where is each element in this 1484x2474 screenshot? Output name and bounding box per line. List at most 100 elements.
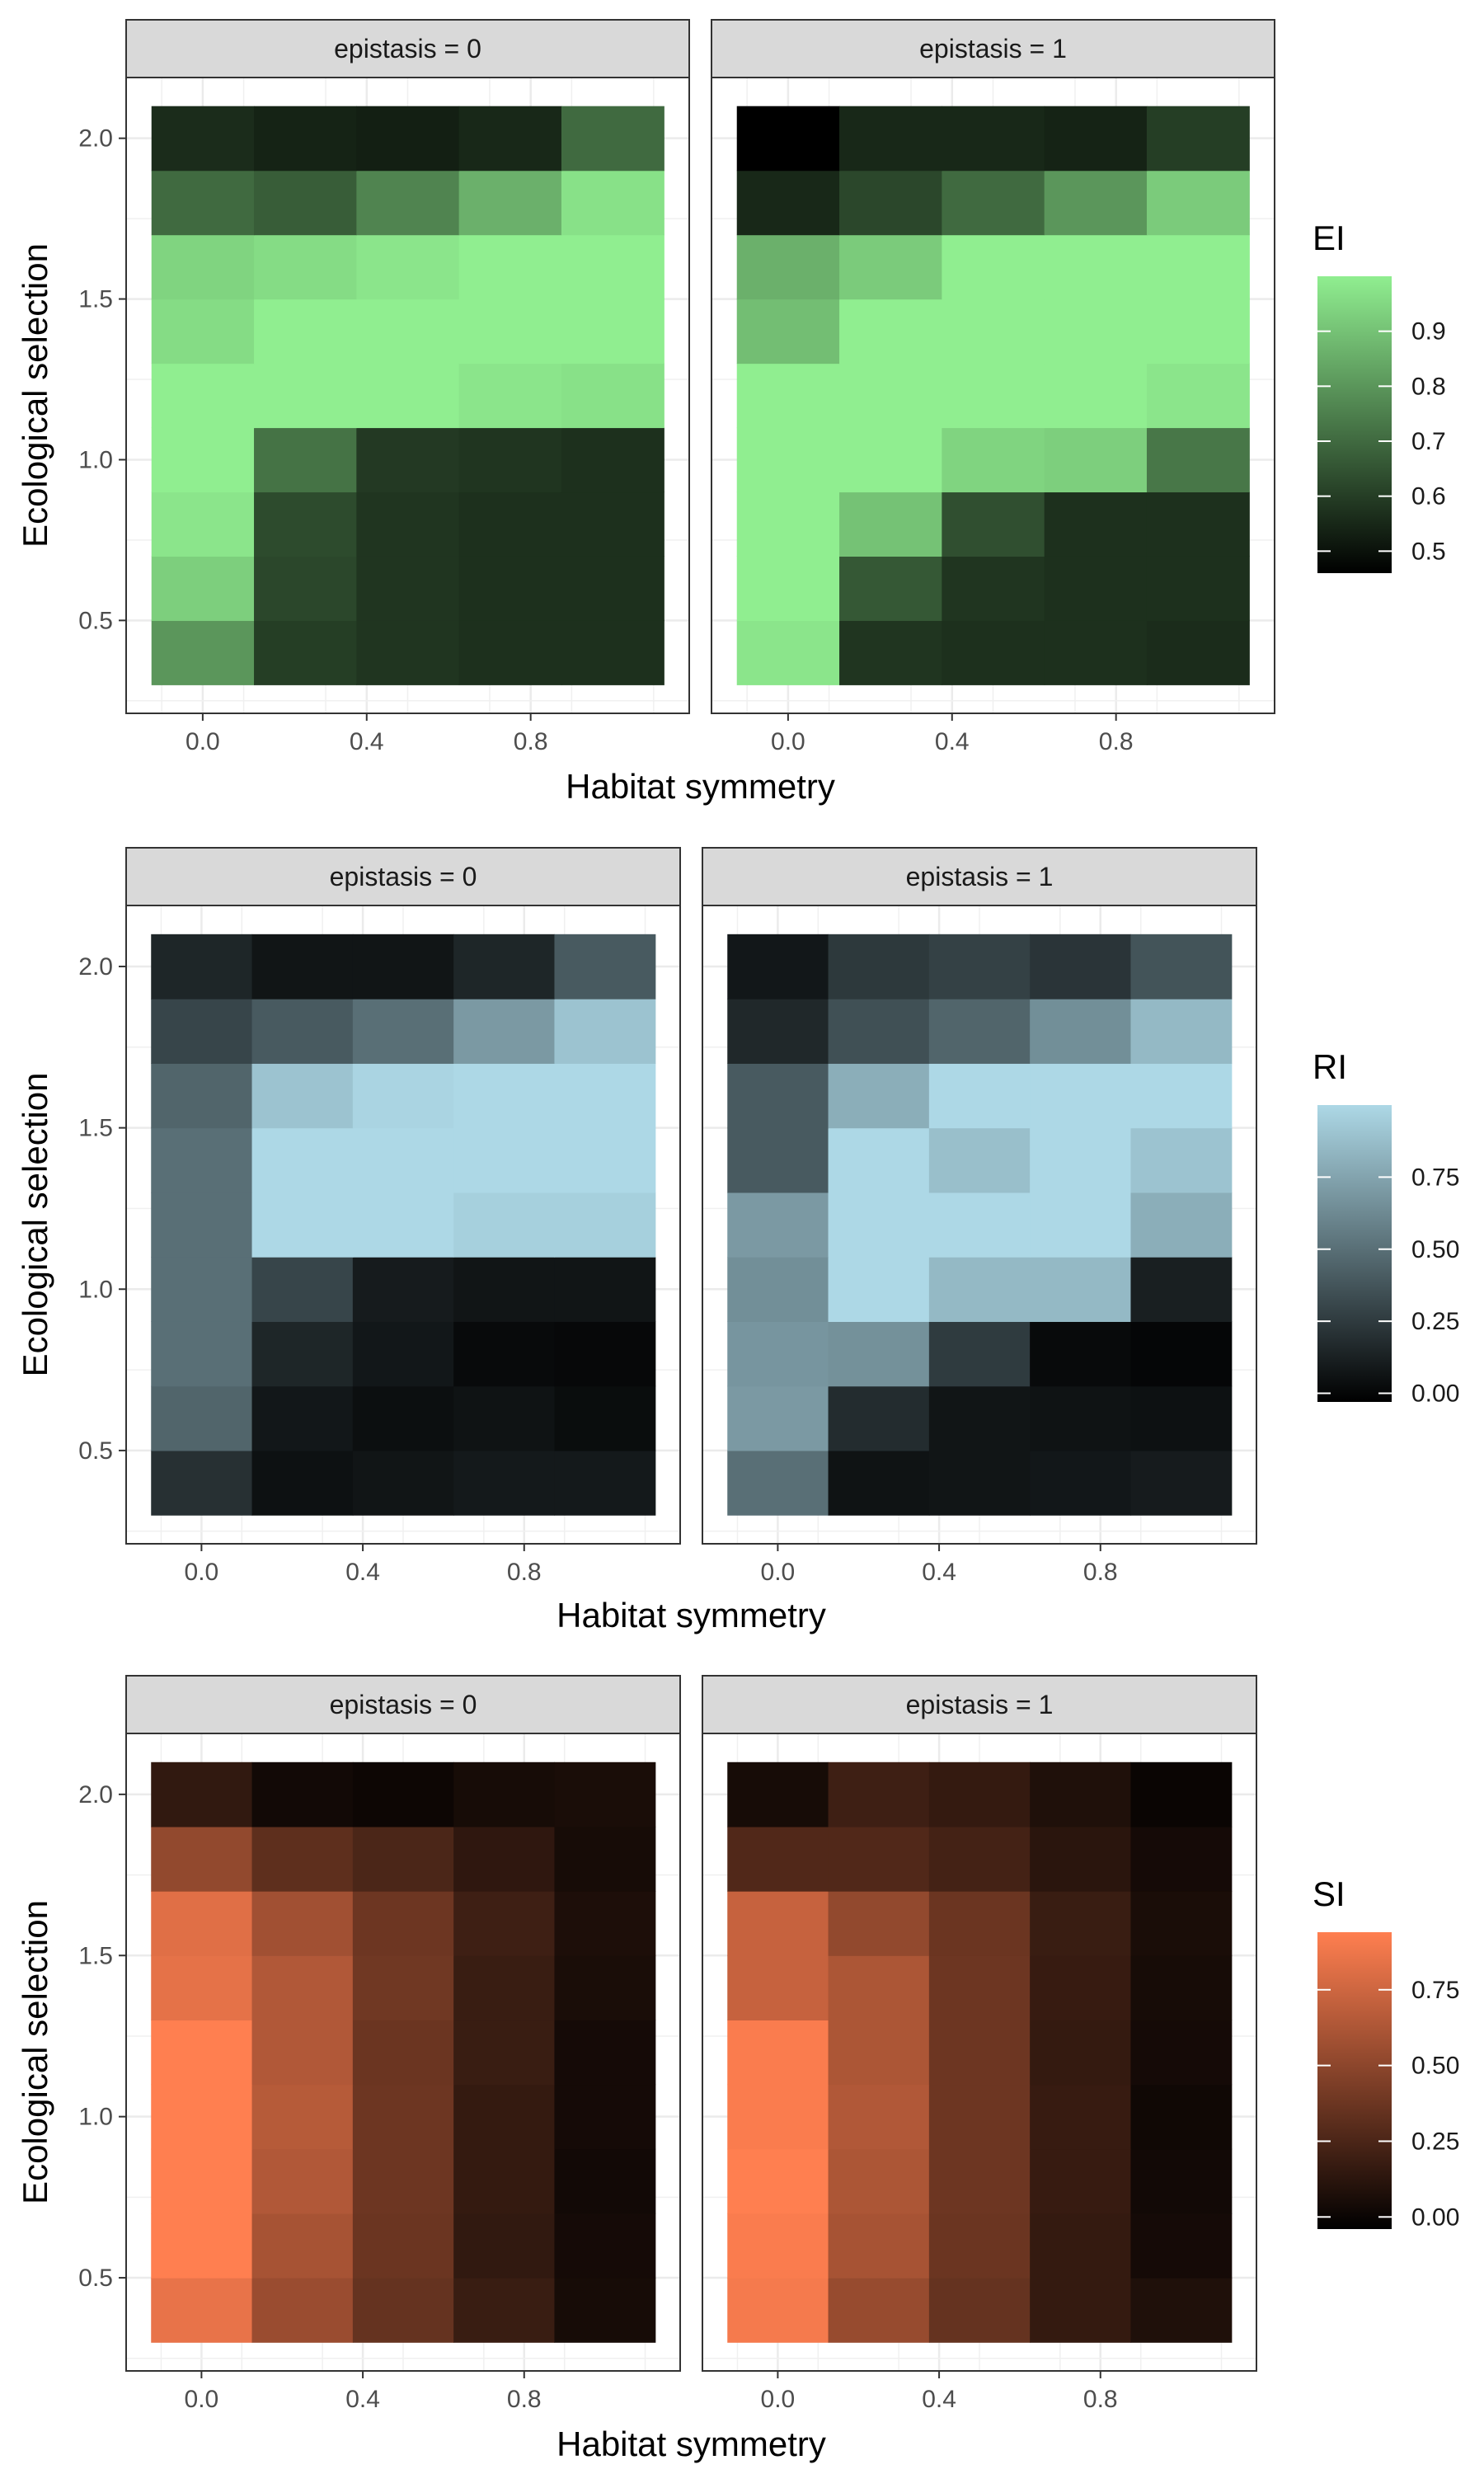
heatmap-tile — [151, 1192, 253, 1258]
heatmap-tile — [828, 2084, 930, 2150]
heatmap-tile — [554, 2213, 656, 2279]
heatmap-tile — [561, 106, 665, 172]
heatmap-tile — [251, 2020, 354, 2086]
heatmap-tile — [942, 363, 1045, 429]
heatmap-tile — [928, 999, 1031, 1064]
heatmap-tile — [356, 299, 460, 365]
heatmap-tile — [736, 620, 840, 685]
heatmap-tile — [1044, 492, 1148, 557]
heatmap-tile — [1030, 1257, 1132, 1322]
heatmap-tile — [928, 1385, 1031, 1451]
heatmap-tile — [828, 999, 930, 1064]
heatmap-tile — [942, 170, 1045, 236]
heatmap-tile — [1044, 556, 1148, 621]
facet-strip — [702, 847, 1257, 906]
x-tick-label: 0.4 — [922, 2386, 956, 2413]
legend-tick-label: 0.75 — [1411, 1164, 1459, 1191]
heatmap-tile — [1030, 934, 1132, 999]
y-tick-label: 1.5 — [78, 1942, 113, 1969]
heatmap-tile — [151, 2020, 253, 2086]
heatmap-tile — [727, 2084, 829, 2150]
heatmap-tile — [251, 2278, 354, 2343]
heatmap-tile — [151, 1321, 253, 1387]
y-axis-title: Ecological selection — [16, 1900, 54, 2204]
heatmap-tile — [151, 620, 255, 685]
heatmap-tile — [839, 363, 942, 429]
heatmap-tile — [727, 999, 829, 1064]
heatmap-tile — [1030, 2278, 1132, 2343]
heatmap-tile — [1146, 363, 1250, 429]
heatmap-tile — [828, 1761, 930, 1827]
legend-title: RI — [1313, 1047, 1347, 1086]
heatmap-tile — [736, 106, 840, 172]
heatmap-tile — [1130, 1385, 1233, 1451]
facet-strip — [702, 1675, 1257, 1734]
heatmap-tile — [458, 170, 562, 236]
x-tick-label: 0.4 — [345, 1559, 380, 1586]
heatmap-tile — [736, 299, 840, 365]
heatmap-tile — [251, 1891, 354, 1956]
y-tick-label: 2.0 — [78, 1781, 113, 1808]
heatmap-tile — [554, 1192, 656, 1258]
heatmap-tile — [828, 1127, 930, 1193]
heatmap-tile — [356, 170, 460, 236]
heatmap-tile — [151, 363, 255, 429]
heatmap-tile — [1130, 934, 1233, 999]
heatmap-tile — [458, 299, 562, 365]
legend-tick-label: 0.25 — [1411, 2128, 1459, 2155]
heatmap-tile — [254, 427, 357, 493]
heatmap-tile — [828, 2148, 930, 2214]
heatmap-tile — [554, 2020, 656, 2086]
heatmap-tile — [727, 2148, 829, 2214]
heatmap-tile — [727, 1761, 829, 1827]
heatmap-tile — [1030, 1127, 1132, 1193]
legend-si: SI 0.00 0.25 0.50 0.75 — [1313, 1874, 1459, 2231]
heatmap-tile — [352, 1063, 454, 1129]
y-tick-label: 0.5 — [78, 1437, 113, 1465]
heatmap-tile — [352, 1192, 454, 1258]
heatmap-tile — [1146, 427, 1250, 493]
heatmap-tile — [352, 1127, 454, 1193]
heatmap-tile — [554, 1385, 656, 1451]
heatmap-tile — [561, 556, 665, 621]
heatmap-tile — [151, 1891, 253, 1956]
y-axis-title: Ecological selection — [16, 243, 54, 548]
heatmap-tile — [839, 299, 942, 365]
heatmap-tile — [554, 1321, 656, 1387]
heatmap-tile — [727, 1063, 829, 1129]
heatmap-tile — [1130, 2278, 1233, 2343]
heatmap-tile — [942, 106, 1045, 172]
heatmap-tile — [1044, 620, 1148, 685]
heatmap-tile — [254, 299, 357, 365]
heatmap-tile — [727, 1257, 829, 1322]
heatmap-tile — [1030, 1385, 1132, 1451]
heatmap-tile — [736, 556, 840, 621]
heatmap-tile — [1146, 170, 1250, 236]
heatmap-tile — [352, 2148, 454, 2214]
heatmap-tile — [561, 170, 665, 236]
heatmap-tile — [561, 234, 665, 300]
heatmap-tile — [736, 234, 840, 300]
heatmap-tile — [561, 299, 665, 365]
heatmap-tile — [1030, 1955, 1132, 2021]
heatmap-tile — [453, 1761, 556, 1827]
heatmap-tile — [151, 1257, 253, 1322]
heatmap-tile — [352, 934, 454, 999]
heatmap-tile — [942, 299, 1045, 365]
heatmap-panel-ri-0: epistasis = 0 0.0 0.4 0.8 0.5 1.0 1.5 2.0 — [78, 847, 681, 1586]
heatmap-tile — [1130, 1321, 1233, 1387]
heatmap-tile — [828, 1063, 930, 1129]
legend-ei: EI 0.5 0.6 0.7 0.8 0.9 — [1313, 219, 1446, 573]
heatmap-tile — [928, 2278, 1031, 2343]
heatmap-tile — [1130, 1127, 1233, 1193]
legend-tick-label: 0.5 — [1411, 538, 1446, 565]
heatmap-tile — [1130, 2148, 1233, 2214]
heatmap-tile — [1044, 427, 1148, 493]
x-tick-label: 0.0 — [185, 1559, 219, 1586]
heatmap-tile — [352, 1385, 454, 1451]
x-tick-label: 0.4 — [935, 728, 970, 755]
heatmap-tile — [1030, 1761, 1132, 1827]
heatmap-tile — [352, 1761, 454, 1827]
heatmap-tile — [828, 2278, 930, 2343]
